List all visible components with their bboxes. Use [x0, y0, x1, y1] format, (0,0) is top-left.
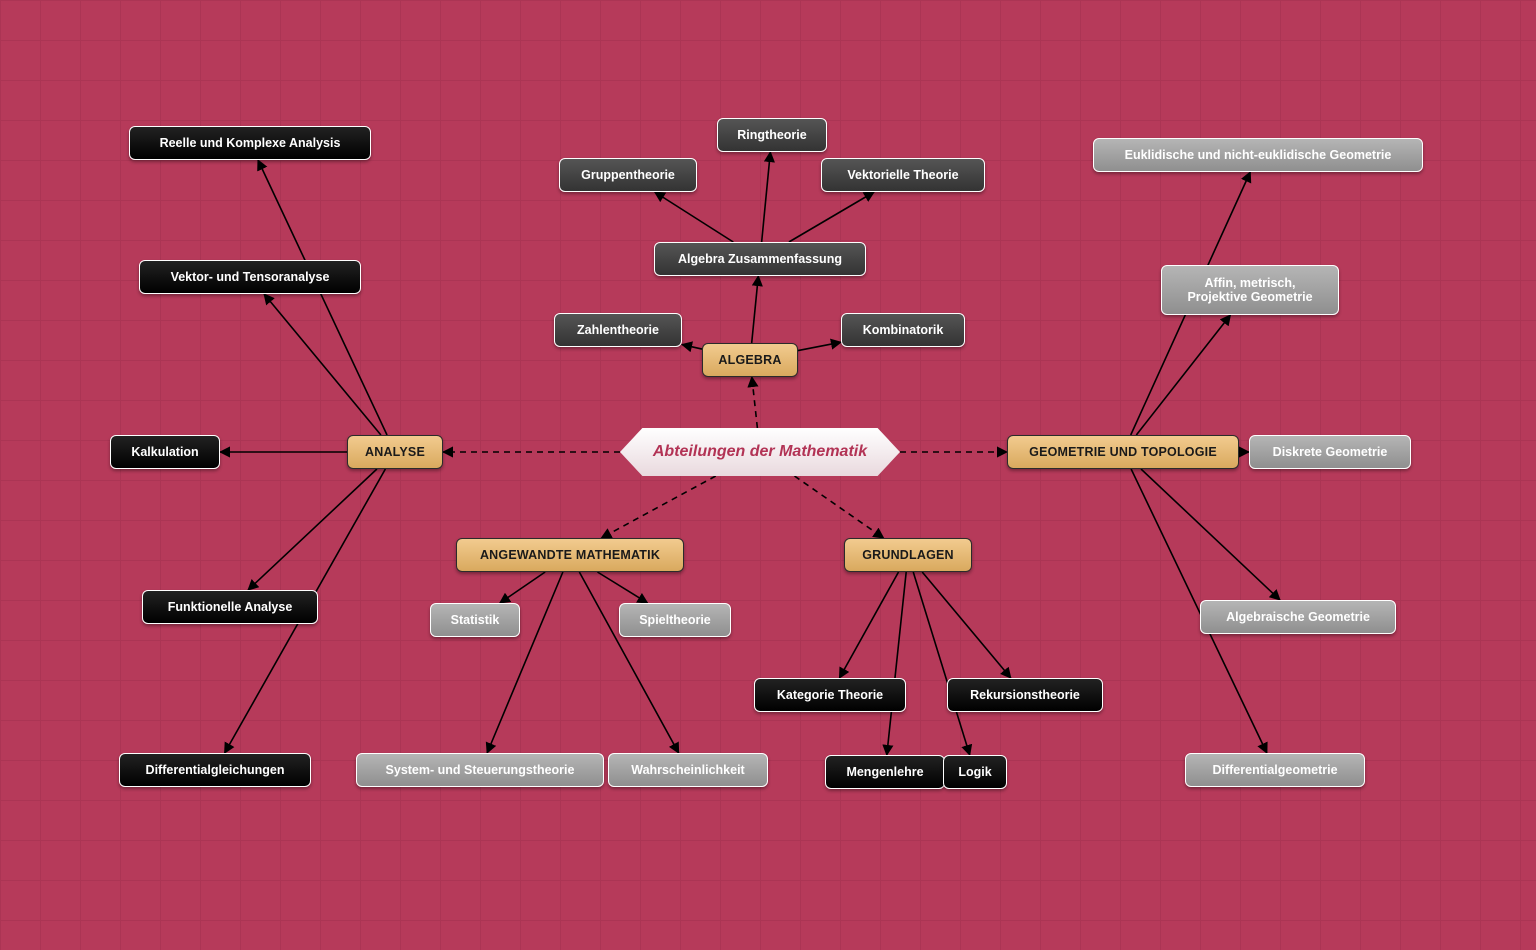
edge-analyse-funk [248, 469, 377, 590]
edge-algebra-algsum [752, 276, 759, 343]
node-center: Abteilungen der Mathematik [620, 428, 900, 476]
node-analyse: ANALYSE [347, 435, 443, 469]
edge-center-found [794, 476, 883, 538]
node-zahl: Zahlentheorie [554, 313, 682, 347]
edge-found-meng [887, 572, 906, 755]
node-kalk: Kalkulation [110, 435, 220, 469]
node-wahr: Wahrscheinlichkeit [608, 753, 768, 787]
node-system: System- und Steuerungstheorie [356, 753, 604, 787]
edge-analyse-vektens [264, 294, 381, 435]
node-affin: Affin, metrisch, Projektive Geometrie [1161, 265, 1339, 315]
node-grupp: Gruppentheorie [559, 158, 697, 192]
node-komb: Kombinatorik [841, 313, 965, 347]
edge-applied-stat [500, 572, 545, 603]
node-algsum: Algebra Zusammenfassung [654, 242, 866, 276]
node-vektens: Vektor- und Tensoranalyse [139, 260, 361, 294]
node-logik: Logik [943, 755, 1007, 789]
node-funk: Funktionelle Analyse [142, 590, 318, 624]
node-kat: Kategorie Theorie [754, 678, 906, 712]
edge-applied-spiel [597, 572, 647, 603]
node-eukl: Euklidische und nicht-euklidische Geomet… [1093, 138, 1423, 172]
edge-algsum-grupp [655, 192, 734, 242]
node-diffgeo: Differentialgeometrie [1185, 753, 1365, 787]
mindmap-canvas: Abteilungen der Mathematik ALGEBRA ANALYSE… [0, 0, 1536, 950]
edge-applied-system [487, 572, 563, 753]
edge-applied-wahr [579, 572, 678, 753]
node-found: GRUNDLAGEN [844, 538, 972, 572]
edge-found-logik [913, 572, 970, 755]
node-vekt: Vektorielle Theorie [821, 158, 985, 192]
node-diffgl: Differentialgleichungen [119, 753, 311, 787]
node-spiel: Spieltheorie [619, 603, 731, 637]
edge-center-algebra [752, 377, 758, 428]
node-reelle: Reelle und Komplexe Analysis [129, 126, 371, 160]
node-disk: Diskrete Geometrie [1249, 435, 1411, 469]
edge-algsum-ring [762, 152, 771, 242]
node-meng: Mengenlehre [825, 755, 945, 789]
node-applied: ANGEWANDTE MATHEMATIK [456, 538, 684, 572]
node-alggeo: Algebraische Geometrie [1200, 600, 1396, 634]
edge-found-rek [922, 572, 1011, 678]
node-algebra: ALGEBRA [702, 343, 798, 377]
edge-center-applied [601, 476, 715, 538]
edge-algsum-vekt [789, 192, 874, 242]
node-stat: Statistik [430, 603, 520, 637]
node-rek: Rekursionstheorie [947, 678, 1103, 712]
edge-analyse-reelle [258, 160, 387, 435]
edge-geom-affin [1136, 315, 1230, 435]
node-geom: GEOMETRIE UND TOPOLOGIE [1007, 435, 1239, 469]
edge-geom-alggeo [1141, 469, 1280, 600]
edge-algebra-zahl [682, 345, 702, 350]
node-ring: Ringtheorie [717, 118, 827, 152]
edge-found-kat [839, 572, 898, 678]
edge-algebra-komb [798, 342, 841, 350]
